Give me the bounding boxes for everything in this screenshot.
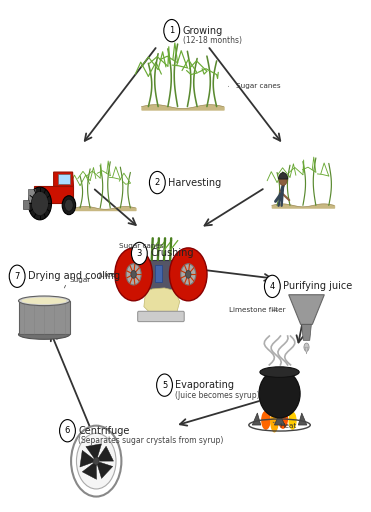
Text: 4: 4 <box>270 282 275 291</box>
Polygon shape <box>98 446 114 461</box>
Circle shape <box>9 265 25 287</box>
Polygon shape <box>34 186 73 203</box>
Ellipse shape <box>304 343 309 351</box>
Text: Crushing: Crushing <box>150 248 194 259</box>
Ellipse shape <box>19 330 70 339</box>
Circle shape <box>65 199 73 211</box>
Text: Drying and cooling: Drying and cooling <box>28 271 120 281</box>
Ellipse shape <box>19 296 70 306</box>
Circle shape <box>71 425 121 497</box>
Circle shape <box>115 248 152 301</box>
Polygon shape <box>289 295 324 325</box>
Text: (12-18 months): (12-18 months) <box>183 36 242 45</box>
Circle shape <box>181 264 196 285</box>
Ellipse shape <box>260 367 299 377</box>
Text: Purifying juice: Purifying juice <box>283 282 352 291</box>
Polygon shape <box>144 288 180 319</box>
Circle shape <box>157 374 173 396</box>
Circle shape <box>170 248 207 301</box>
FancyBboxPatch shape <box>19 301 70 334</box>
FancyBboxPatch shape <box>155 265 162 282</box>
Circle shape <box>60 419 75 442</box>
Text: Centrifuge: Centrifuge <box>78 425 129 436</box>
Ellipse shape <box>261 411 271 430</box>
Text: Sugar: Sugar <box>69 278 91 283</box>
Text: (Separates sugar crystals from syrup): (Separates sugar crystals from syrup) <box>78 436 224 445</box>
FancyBboxPatch shape <box>23 200 29 209</box>
FancyBboxPatch shape <box>138 311 184 322</box>
Text: 3: 3 <box>137 249 142 258</box>
Ellipse shape <box>288 412 297 430</box>
Polygon shape <box>305 347 308 354</box>
Polygon shape <box>275 413 285 425</box>
FancyBboxPatch shape <box>28 189 35 202</box>
Polygon shape <box>252 413 261 425</box>
Polygon shape <box>80 451 93 467</box>
Text: 6: 6 <box>65 426 70 435</box>
Circle shape <box>164 19 180 42</box>
Ellipse shape <box>278 409 288 429</box>
Circle shape <box>31 191 49 216</box>
Polygon shape <box>302 325 311 340</box>
Polygon shape <box>97 462 113 478</box>
Circle shape <box>131 242 147 265</box>
Circle shape <box>28 187 52 220</box>
Text: Limestone filter: Limestone filter <box>229 307 286 313</box>
Circle shape <box>279 174 287 185</box>
Text: 1: 1 <box>169 26 174 35</box>
Text: Sugar canes: Sugar canes <box>236 83 280 89</box>
Wedge shape <box>279 173 288 179</box>
Polygon shape <box>86 444 102 458</box>
Circle shape <box>150 172 165 194</box>
Text: 2: 2 <box>155 178 160 187</box>
FancyBboxPatch shape <box>58 174 70 184</box>
Text: 5: 5 <box>162 380 167 390</box>
Text: 7: 7 <box>14 272 20 281</box>
Text: (Juice becomes syrup): (Juice becomes syrup) <box>175 391 260 400</box>
Ellipse shape <box>22 297 67 304</box>
Circle shape <box>131 270 137 278</box>
Ellipse shape <box>259 370 300 418</box>
Circle shape <box>265 275 280 297</box>
Text: Sugar canes: Sugar canes <box>118 243 163 249</box>
FancyBboxPatch shape <box>141 260 181 291</box>
Circle shape <box>93 457 99 465</box>
Circle shape <box>62 196 76 215</box>
Circle shape <box>186 270 191 278</box>
Ellipse shape <box>270 411 279 433</box>
Text: Heat: Heat <box>280 423 297 429</box>
Circle shape <box>126 264 141 285</box>
Text: Juice: Juice <box>98 272 115 278</box>
Text: Growing: Growing <box>183 26 223 36</box>
Polygon shape <box>82 463 96 479</box>
Polygon shape <box>298 413 307 425</box>
Text: Harvesting: Harvesting <box>168 178 221 187</box>
Text: Evaporating: Evaporating <box>175 380 234 390</box>
Circle shape <box>76 433 116 489</box>
Polygon shape <box>54 172 73 186</box>
